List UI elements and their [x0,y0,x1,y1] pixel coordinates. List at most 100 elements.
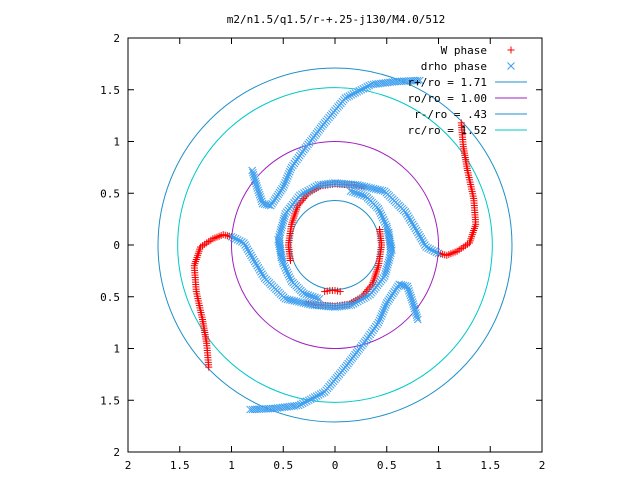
data-point [405,214,413,222]
data-point [250,257,259,266]
data-point [407,218,416,227]
data-point [300,289,308,298]
data-point [288,296,296,305]
data-point [286,275,295,283]
data-point [411,306,420,315]
chart-title: m2/n1.5/q1.5/r-+.25-j130/M4.0/512 [227,13,446,26]
data-point [252,259,260,268]
data-point [283,174,291,183]
y-tick-label: 2 [113,446,120,459]
data-point [246,405,254,414]
data-point [378,213,387,222]
data-point [306,395,315,404]
data-point [365,183,373,192]
data-point [416,76,424,85]
data-point [255,190,264,199]
data-point [308,292,317,301]
data-point [308,184,317,193]
data-point [252,179,260,188]
data-point [304,186,312,195]
data-point [306,185,315,194]
data-point [381,220,390,229]
reference-circle-2 [289,199,381,291]
data-point [381,269,390,278]
data-point [292,297,301,306]
data-point [254,186,262,195]
data-point [303,300,312,308]
x-tick-label: 0 [332,459,339,472]
data-point [422,243,430,251]
data-point [258,270,266,278]
data-point [277,223,286,232]
data-point [359,84,368,93]
data-point [233,235,242,244]
data-point [410,222,418,231]
data-point [285,167,294,176]
data-point [384,258,393,267]
data-point [280,261,289,270]
data-point [252,182,261,190]
data-point [254,263,263,272]
data-point [412,311,421,319]
data-point [286,165,295,174]
data-point [412,309,420,317]
data-point [302,188,310,196]
reference-circle-0 [157,67,513,423]
data-point [369,184,378,193]
x-tick-label: 2 [539,459,546,472]
data-point [278,221,287,230]
data-point [347,301,356,309]
data-point [229,233,238,242]
data-point [278,219,287,227]
data-point [377,211,386,220]
data-point [413,313,422,322]
data-point [281,178,289,187]
data-point [304,291,313,299]
x-tick-label: 1.5 [170,459,190,472]
data-point [362,183,371,191]
data-point [457,119,465,127]
data-point [430,247,439,256]
data-point [385,253,394,262]
data-point [360,182,369,191]
data-point [406,291,415,300]
data-point [379,215,388,224]
x-tick-label: 0.5 [377,459,397,472]
y-tick-label: 1 [113,136,120,149]
data-point [345,92,354,100]
data-point [320,388,329,396]
data-point [362,192,370,201]
legend-label: drho phase [421,60,487,73]
data-point [235,237,244,245]
data-point [382,265,391,274]
data-point [380,272,389,280]
data-point [434,249,443,258]
y-tick-label: 0.5 [100,291,120,304]
y-tick-label: 1.5 [100,84,120,97]
data-point [312,182,321,190]
data-point [308,394,317,403]
data-point [279,183,288,191]
data-point [421,241,429,249]
data-point [413,76,422,85]
data-point [355,190,364,198]
data-point [285,272,294,281]
data-point [299,299,308,307]
data-point [250,173,258,181]
data-point [279,259,288,268]
data-point [253,261,262,270]
data-point [298,399,307,408]
data-point [413,228,422,237]
data-point [297,298,305,307]
data-point [359,191,368,200]
data-point [383,224,392,233]
phase-points [190,76,480,414]
legend-label: ro/ro = 1.00 [408,92,487,105]
data-point [248,253,257,262]
data-point [283,172,292,180]
data-point [205,363,213,371]
data-point [283,268,292,277]
y-tick-label: 1.5 [100,394,120,407]
legend-label: rc/ro = 1.52 [408,124,487,137]
